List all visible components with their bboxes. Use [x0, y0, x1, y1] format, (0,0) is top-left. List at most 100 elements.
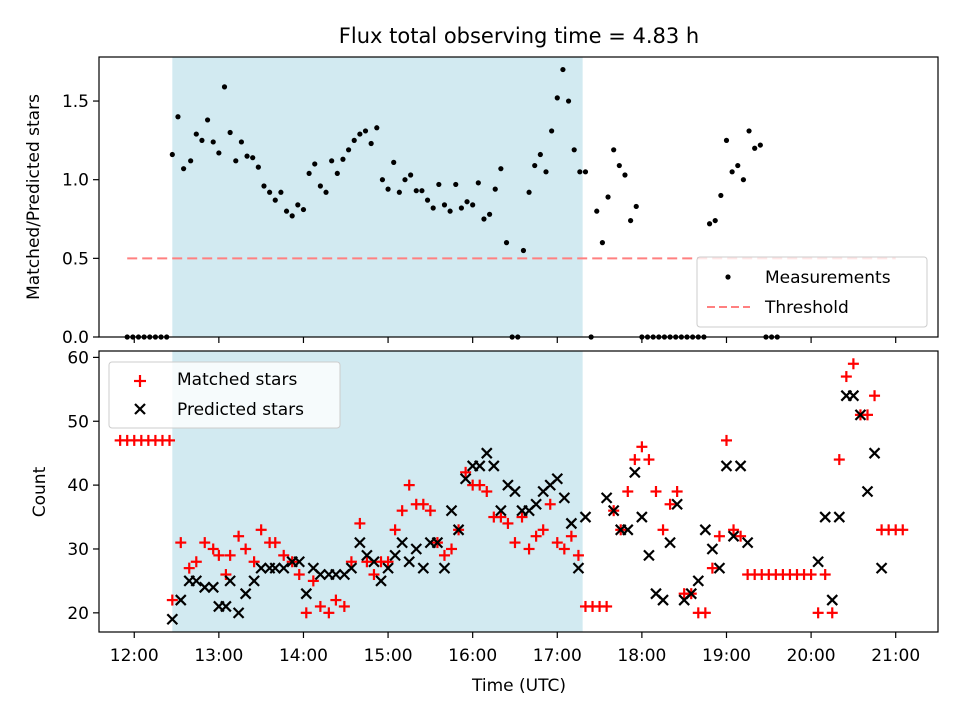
- predicted-star-point: [375, 575, 387, 587]
- measurement-point: [306, 170, 312, 177]
- predicted-star-point: [734, 460, 747, 472]
- predicted-star-point: [713, 562, 726, 574]
- predicted-star-point: [345, 562, 358, 574]
- measurement-point: [317, 183, 323, 189]
- top-panel-frame: [98, 56, 939, 338]
- predicted-star-point: [812, 555, 824, 568]
- matched-star-point: [812, 607, 824, 619]
- measurement-point: [199, 137, 205, 143]
- measurement-point: [227, 129, 233, 136]
- matched-star-point: [636, 441, 648, 453]
- bottom-x-axis-label: Time (UTC): [471, 676, 566, 696]
- matched-star-point: [396, 505, 408, 517]
- measurement-point: [210, 139, 216, 145]
- measurement-point: [577, 169, 583, 175]
- matched-star-point: [664, 498, 676, 510]
- predicted-star-point: [314, 568, 327, 581]
- measurement-point: [175, 114, 181, 120]
- measurement-point: [413, 188, 419, 194]
- matched-star-point: [474, 479, 486, 491]
- measurement-point: [362, 128, 369, 134]
- measurement-point: [345, 147, 352, 153]
- measurement-point: [181, 166, 187, 172]
- matched-star-point: [735, 530, 747, 542]
- predicted-star-point: [664, 536, 676, 549]
- bottom-y-tick-label: 30: [67, 540, 89, 560]
- predicted-star-point: [300, 587, 313, 600]
- measurement-point: [616, 162, 622, 169]
- measurement-point: [391, 159, 397, 165]
- predicted-star-point: [657, 594, 669, 606]
- predicted-star-point: [727, 530, 740, 542]
- matched-star-point: [516, 511, 528, 523]
- predicted-star-point: [403, 555, 415, 568]
- matched-star-point: [840, 371, 852, 383]
- predicted-star-point: [868, 447, 881, 459]
- matched-star-point: [502, 517, 514, 529]
- predicted-star-point: [622, 524, 634, 536]
- measurement-point: [357, 131, 363, 137]
- predicted-star-point: [445, 504, 458, 517]
- predicted-star-point: [692, 575, 705, 587]
- matched-star-point: [481, 486, 493, 497]
- measurement-point: [453, 181, 459, 188]
- bottom-y-tick-label: 60: [67, 348, 89, 368]
- matched-star-point: [565, 530, 577, 542]
- matched-star-point: [530, 530, 542, 542]
- matched-star-point: [551, 537, 563, 549]
- predicted-star-point: [396, 536, 408, 549]
- predicted-star-point: [685, 587, 698, 600]
- predicted-star-point: [558, 492, 571, 504]
- matched-star-point: [833, 454, 845, 466]
- predicted-star-point: [854, 409, 867, 421]
- bottom-y-tick-label: 40: [67, 476, 89, 496]
- measurement-point: [244, 153, 250, 159]
- measurement-point: [300, 206, 307, 213]
- predicted-star-point: [495, 504, 507, 517]
- matched-star-point: [713, 530, 725, 542]
- matched-star-point: [240, 543, 252, 555]
- matched-star-point: [537, 524, 549, 536]
- matched-star-point: [706, 562, 718, 574]
- predicted-star-point: [530, 498, 542, 511]
- matched-star-point: [805, 569, 817, 581]
- predicted-star-point: [368, 555, 380, 568]
- measurement-point: [312, 161, 318, 167]
- measurement-point: [238, 139, 245, 145]
- top-panel: 0.0 0.5 1.0 1.5 Matched/Predicted stars Mea…: [24, 56, 939, 348]
- predicted-star-point: [293, 555, 306, 568]
- matched-star-point: [330, 594, 342, 606]
- legend-threshold-label: Threshold: [764, 298, 849, 318]
- measurement-point: [368, 140, 374, 147]
- measurement-point: [633, 203, 639, 210]
- matched-star-point: [293, 569, 305, 581]
- predicted-star-point: [198, 581, 211, 594]
- matched-star-point: [233, 530, 245, 542]
- measurement-point: [295, 202, 301, 208]
- measurement-point: [216, 150, 222, 156]
- matched-star-point: [650, 486, 662, 497]
- legend-measurements-label: Measurements: [765, 268, 891, 288]
- measurement-point: [396, 189, 402, 195]
- matched-star-point: [354, 517, 366, 529]
- legend-matched-label: Matched stars: [177, 370, 297, 390]
- measurement-point: [752, 145, 758, 151]
- matched-star-point: [269, 537, 281, 549]
- matched-star-point: [323, 607, 335, 619]
- predicted-star-point: [572, 562, 585, 574]
- predicted-star-point: [239, 587, 252, 600]
- top-legend: Measurements Threshold: [696, 256, 928, 328]
- bottom-y-axis-label: Count: [30, 466, 50, 517]
- top-x-ticks: [133, 337, 897, 343]
- matched-star-point: [720, 434, 732, 446]
- predicted-star-point: [509, 485, 521, 498]
- matched-star-point: [175, 537, 187, 549]
- predicted-star-point: [600, 492, 613, 504]
- predicted-star-point: [382, 562, 394, 574]
- predicted-star-point: [354, 536, 366, 549]
- measurement-point: [255, 164, 261, 170]
- top-y-axis: 0.0 0.5 1.0 1.5: [62, 92, 99, 348]
- measurement-point: [323, 189, 329, 195]
- legend-predicted-marker: [134, 403, 146, 415]
- matched-star-point: [389, 524, 401, 536]
